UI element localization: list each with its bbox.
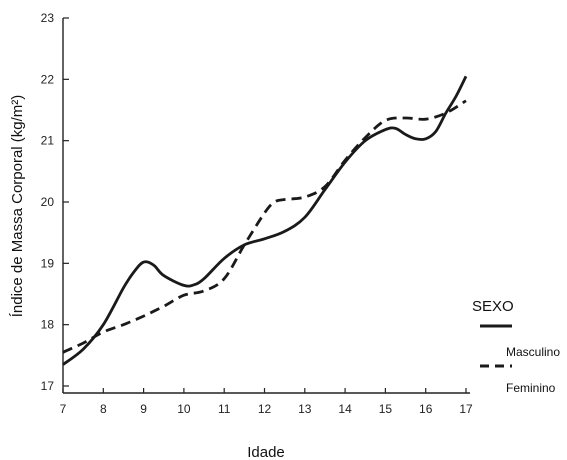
y-tick-label-1: 18 [41, 318, 55, 332]
x-tick-label-8: 15 [379, 402, 393, 416]
x-axis-title: Idade [247, 444, 285, 460]
axes [62, 18, 470, 394]
legend-label-feminino: Feminino [506, 381, 556, 395]
series-layer [62, 75, 468, 366]
x-tick-label-1: 8 [100, 402, 107, 416]
x-ticks: 7 8 9 10 11 12 13 14 15 16 17 [60, 388, 473, 416]
y-tick-label-4: 21 [41, 134, 55, 148]
x-tick-label-10: 17 [459, 402, 473, 416]
series-line-feminino [62, 99, 467, 354]
series-line-masculino [62, 75, 468, 366]
x-tick-label-0: 7 [60, 402, 67, 416]
x-tick-label-6: 13 [298, 402, 312, 416]
x-tick-label-4: 11 [218, 402, 231, 416]
x-tick-label-9: 16 [419, 402, 433, 416]
y-tick-label-3: 20 [41, 195, 55, 209]
y-ticks: 17 18 19 20 21 22 23 [41, 11, 69, 393]
y-tick-label-2: 19 [41, 256, 55, 270]
x-tick-label-2: 9 [140, 402, 147, 416]
y-tick-label-0: 17 [41, 379, 55, 393]
y-tick-label-6: 23 [41, 11, 55, 25]
legend-title: SEXO [472, 298, 514, 315]
x-tick-label-7: 14 [338, 402, 352, 416]
legend-label-masculino: Masculino [506, 345, 560, 359]
y-tick-label-5: 22 [41, 72, 55, 86]
x-tick-label-3: 10 [177, 402, 191, 416]
y-axis-title: Índice de Massa Corporal (kg/m²) [9, 95, 26, 318]
legend: SEXO Masculino Feminino [472, 298, 560, 395]
x-tick-label-5: 12 [258, 402, 272, 416]
